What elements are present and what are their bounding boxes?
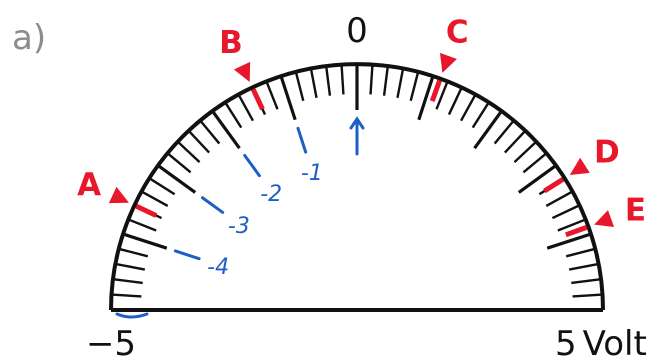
markers-group: A B C DE: [77, 14, 646, 238]
major-tick: [517, 164, 557, 194]
minor-tick: [176, 140, 201, 164]
handwritten-label: -1: [301, 161, 323, 186]
minor-tick: [435, 80, 449, 110]
subfigure-label: a): [12, 18, 47, 58]
handwritten-stroke: [200, 196, 225, 214]
handwritten-label: -2: [260, 182, 282, 207]
minor-tick: [115, 262, 146, 271]
minor-tick: [127, 218, 157, 232]
marker-arrow: [569, 157, 590, 175]
handwritten-stroke: [173, 249, 201, 261]
minor-tick: [237, 93, 254, 122]
marker-label: D: [594, 134, 620, 170]
marker-label: C: [446, 14, 469, 50]
minor-tick: [565, 247, 596, 258]
major-tick: [157, 164, 197, 194]
minor-tick: [545, 190, 574, 207]
minor-tick: [522, 152, 548, 174]
minor-tick: [369, 64, 374, 95]
scale-ticks: [111, 64, 603, 312]
minor-tick: [166, 152, 192, 174]
minor-tick: [493, 119, 515, 145]
minor-tick: [572, 293, 603, 298]
marker-arrow: [594, 210, 615, 228]
minor-tick: [557, 218, 587, 232]
minor-tick: [324, 65, 332, 96]
minor-tick: [409, 71, 420, 102]
unit-label: Volt: [583, 324, 647, 363]
major-tick: [122, 232, 168, 250]
max-label: 5 Volt: [555, 324, 647, 363]
zero-label: 0: [346, 11, 368, 51]
minor-tick: [111, 293, 142, 298]
marker-tick: [429, 79, 443, 102]
minor-tick: [503, 129, 527, 154]
marker-tick: [565, 224, 588, 238]
min-label: −5: [86, 324, 136, 363]
max-value: 5: [555, 324, 577, 363]
minor-tick: [447, 86, 463, 116]
handwritten-underline: [115, 312, 149, 319]
minor-tick: [551, 204, 581, 220]
marker-arrow: [439, 52, 457, 73]
handwritten-annotations: -1 -2 -3 -4: [115, 116, 365, 319]
major-tick: [279, 75, 297, 121]
minor-tick: [382, 65, 390, 96]
minor-tick: [187, 129, 211, 154]
minor-tick: [112, 277, 143, 285]
minor-tick: [309, 68, 318, 99]
minor-tick: [294, 71, 305, 102]
handwritten-label: -3: [228, 214, 250, 239]
scale-arc: [109, 62, 605, 311]
minor-tick: [513, 140, 538, 164]
minor-tick: [118, 247, 149, 258]
marker-label: A: [77, 167, 101, 203]
handwritten-stroke: [296, 126, 308, 154]
marker-tick: [543, 177, 565, 194]
marker-tick: [135, 203, 158, 218]
minor-tick: [148, 177, 176, 196]
major-tick: [473, 110, 503, 150]
minor-tick: [460, 93, 477, 122]
marker-label: B: [219, 25, 243, 61]
marker-arrow: [233, 61, 251, 82]
minor-tick: [265, 80, 279, 110]
handwritten-arrow: [349, 116, 365, 156]
minor-tick: [340, 64, 345, 95]
marker-arrow: [108, 186, 129, 204]
minor-tick: [471, 101, 490, 129]
minor-tick: [571, 277, 602, 285]
minor-tick: [199, 119, 221, 145]
minor-tick: [140, 190, 169, 207]
major-tick: [417, 75, 435, 121]
minor-tick: [396, 68, 405, 99]
minor-tick: [224, 101, 243, 129]
handwritten-label: -4: [207, 255, 229, 280]
minor-tick: [568, 262, 599, 271]
major-tick: [546, 232, 592, 250]
handwritten-stroke: [243, 153, 261, 178]
major-tick: [211, 110, 241, 150]
marker-tick: [250, 88, 265, 111]
marker-label: E: [625, 193, 646, 229]
